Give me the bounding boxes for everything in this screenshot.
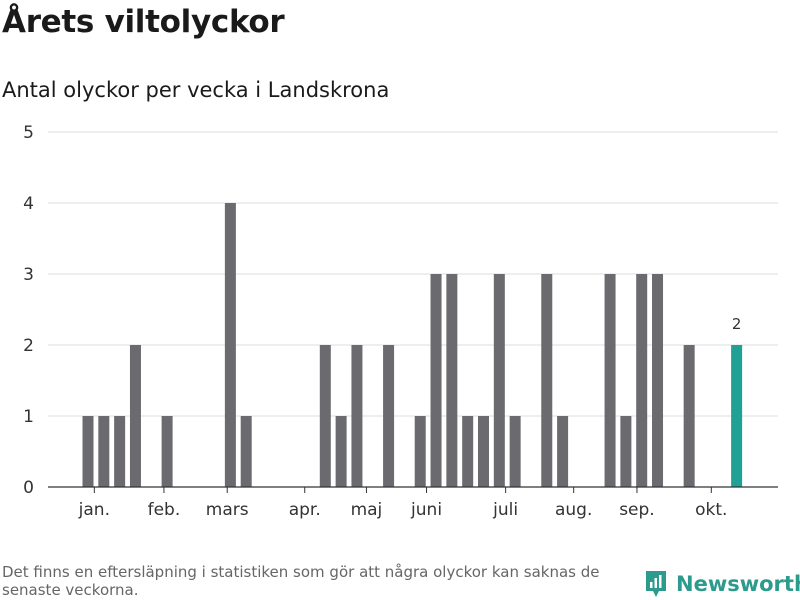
y-tick-label: 5 <box>23 123 34 143</box>
bar <box>335 416 347 487</box>
bar <box>493 274 505 487</box>
bar <box>636 274 648 487</box>
bar <box>604 274 616 487</box>
bar <box>557 416 569 487</box>
data-label: 2 <box>732 315 742 333</box>
bar <box>478 416 489 487</box>
x-tick-label: feb. <box>148 500 181 520</box>
bar <box>541 274 553 487</box>
highlight-bar <box>731 345 743 487</box>
y-tick-label: 2 <box>23 336 34 356</box>
x-tick-label: sep. <box>619 500 655 520</box>
bar <box>462 416 474 487</box>
x-tick-label: okt. <box>695 500 727 520</box>
y-tick-label: 3 <box>23 265 34 285</box>
bar <box>414 416 426 487</box>
bar <box>224 203 236 487</box>
brand-logo[interactable]: Newsworthy <box>644 568 800 600</box>
x-tick-label: apr. <box>289 500 321 520</box>
brand-name: Newsworthy <box>676 572 800 596</box>
y-tick-label: 0 <box>23 478 34 498</box>
x-tick-label: juni <box>410 500 442 520</box>
x-tick-label: maj <box>351 500 383 520</box>
bar <box>161 416 173 487</box>
chart-title: Årets viltolyckor <box>2 4 285 40</box>
bar <box>82 416 94 487</box>
bar <box>129 345 141 487</box>
newsworthy-logo-icon <box>646 571 666 597</box>
bar <box>652 274 664 487</box>
bar <box>240 416 252 487</box>
x-tick-label: mars <box>206 500 249 520</box>
bar <box>351 345 363 487</box>
x-tick-label: jan. <box>78 500 110 520</box>
footnote: Det finns en eftersläpning i statistiken… <box>2 563 600 599</box>
bar <box>683 345 695 487</box>
bar <box>446 274 458 487</box>
bar <box>620 416 632 487</box>
bar <box>114 416 126 487</box>
chart-subtitle: Antal olyckor per vecka i Landskrona <box>2 78 390 102</box>
bar <box>509 416 521 487</box>
bar <box>430 274 442 487</box>
y-tick-label: 4 <box>23 194 34 214</box>
bar-chart: 0 1 2 3 4 5 2 jan. feb. mars apr. maj juni juli aug. se… <box>23 123 778 520</box>
bar <box>98 416 110 487</box>
x-tick-label: juli <box>492 500 518 520</box>
bar <box>319 345 331 487</box>
x-tick-label: aug. <box>555 500 592 520</box>
bar <box>383 345 395 487</box>
y-tick-label: 1 <box>23 407 34 427</box>
